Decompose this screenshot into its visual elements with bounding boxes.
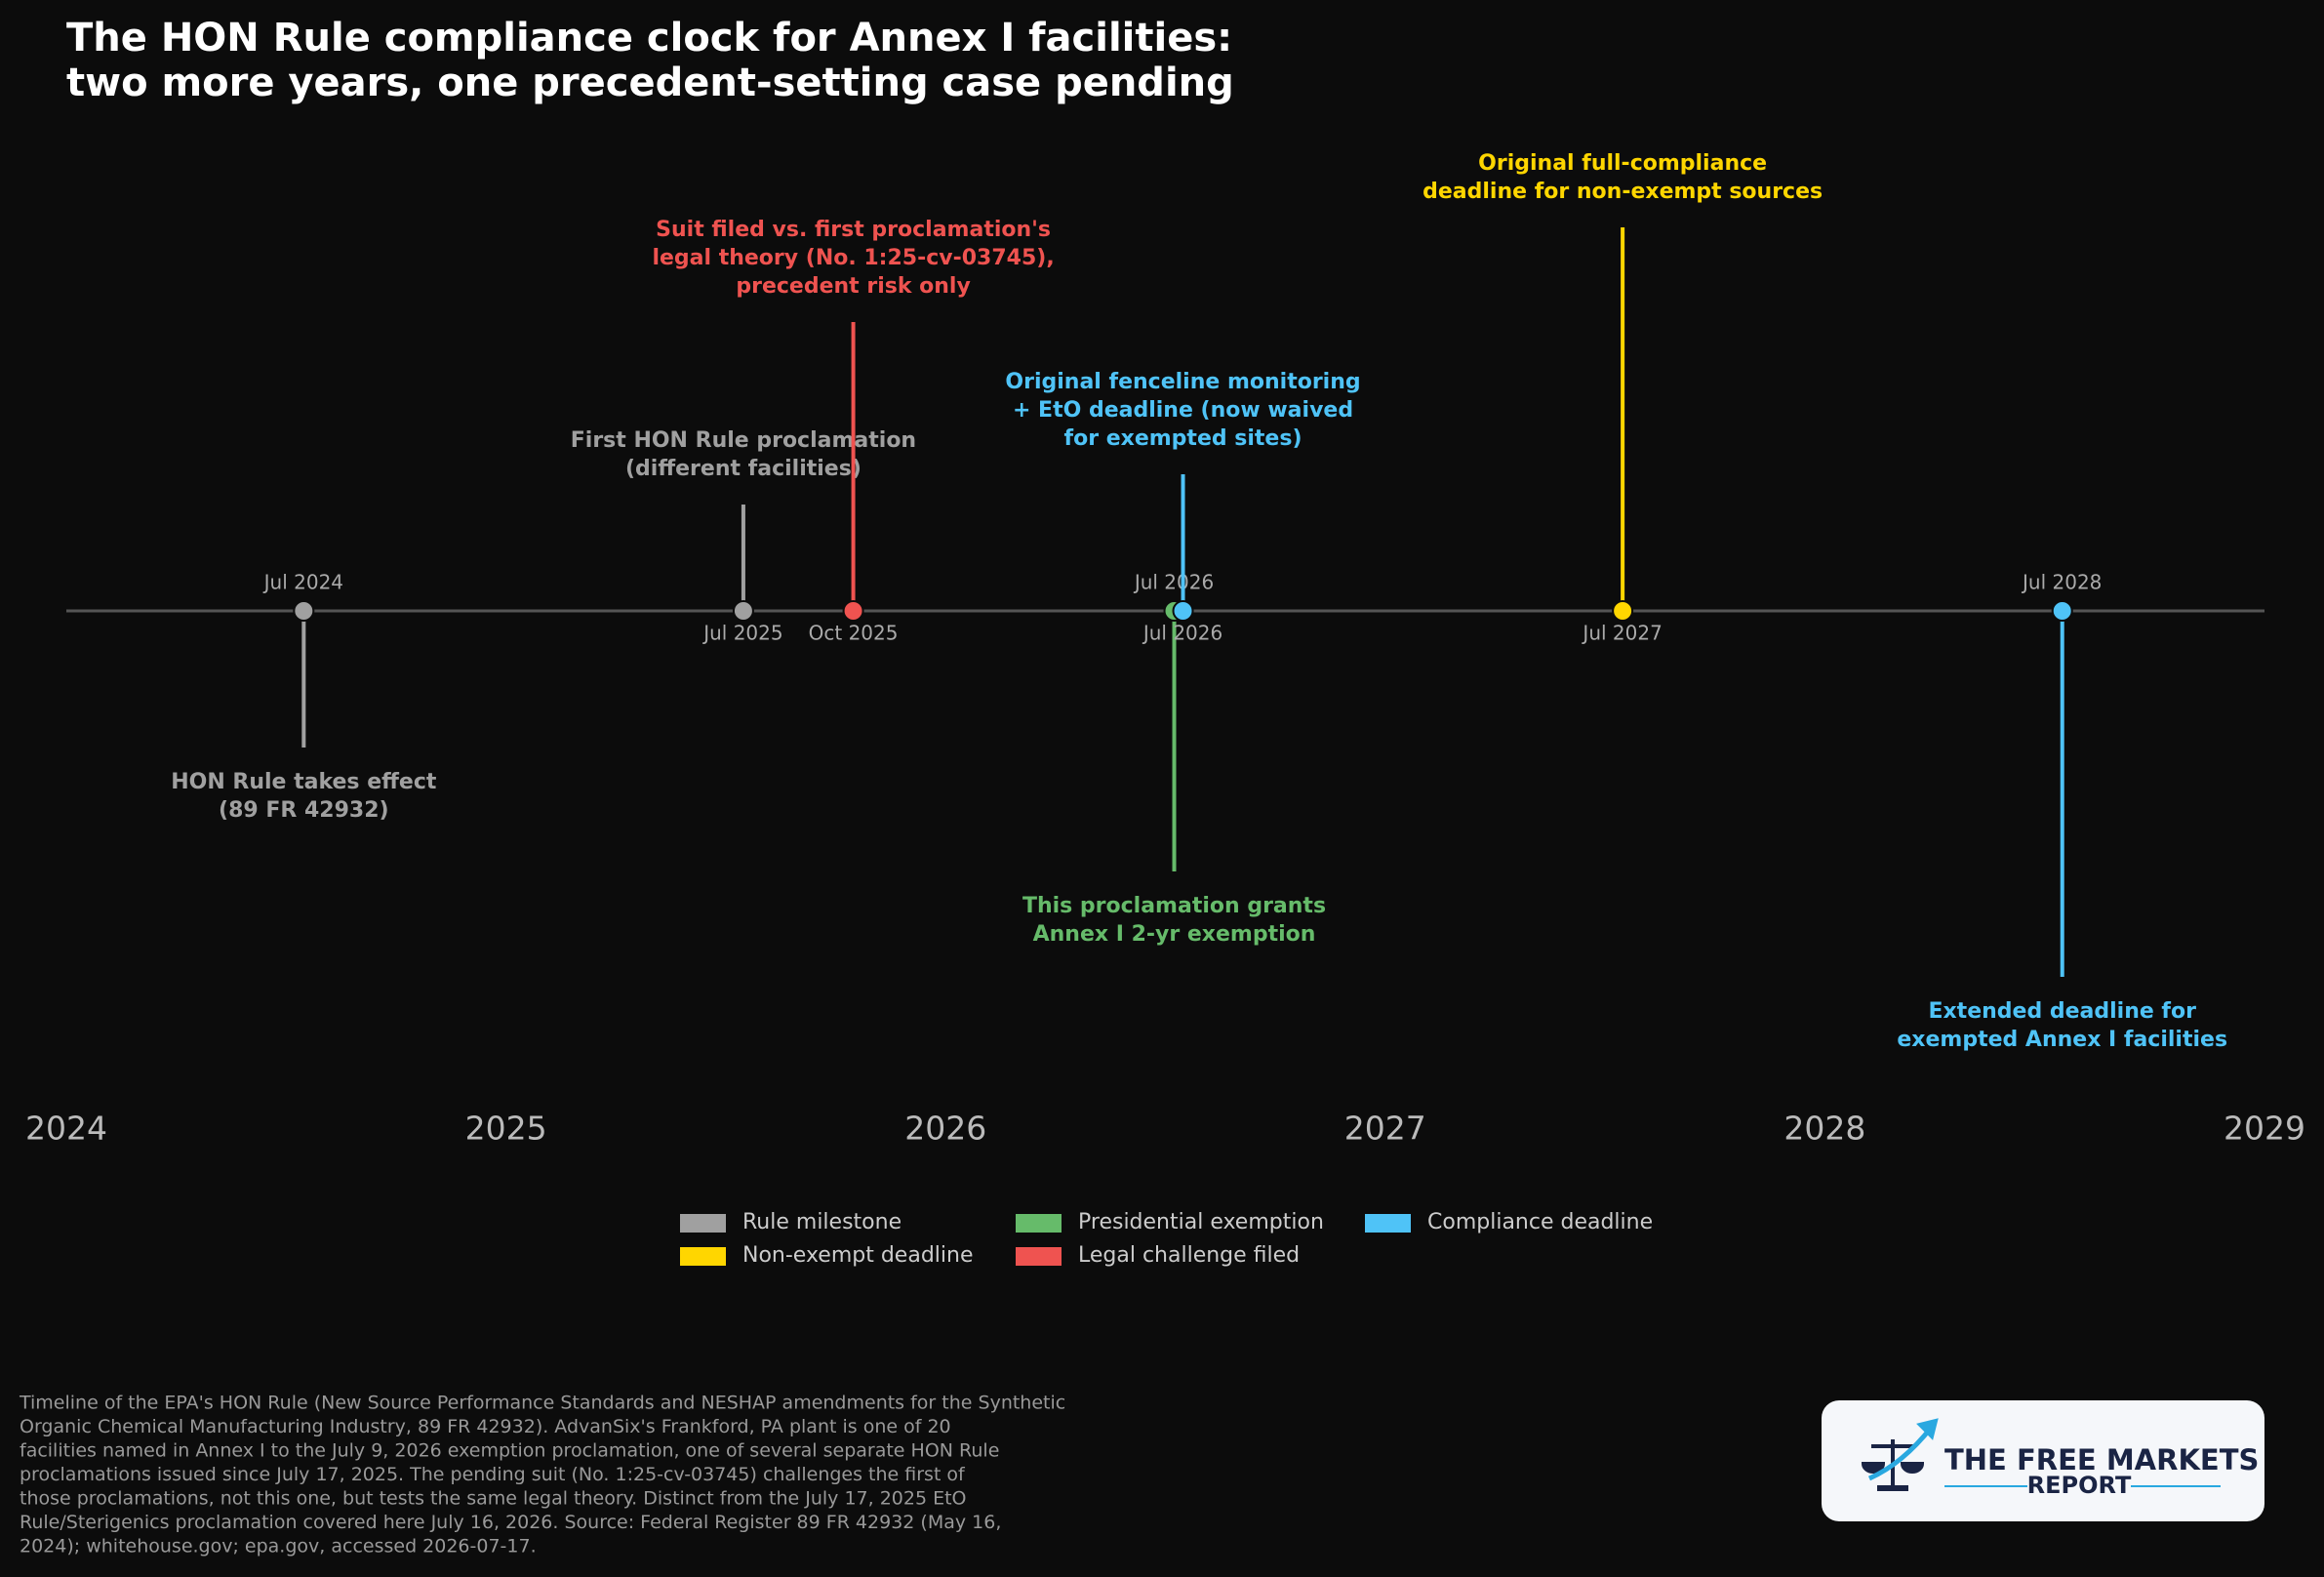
event-label: Suit filed vs. first proclamation's <box>656 218 1051 242</box>
event-label: Original full-compliance <box>1478 151 1767 176</box>
x-tick-label: 2027 <box>1344 1110 1426 1148</box>
event-date: Jul 2024 <box>262 571 343 594</box>
chart-title: two more years, one precedent-setting ca… <box>66 61 1234 105</box>
footnote: those proclamations, not this one, but t… <box>20 1488 967 1510</box>
x-tick-label: 2029 <box>2224 1110 2305 1148</box>
event-label: This proclamation grants <box>1022 894 1326 918</box>
event-label: Annex I 2-yr exemption <box>1033 922 1316 947</box>
x-tick-label: 2028 <box>1783 1110 1865 1148</box>
legend-swatch <box>1365 1214 1411 1233</box>
event-date: Jul 2027 <box>1581 622 1662 645</box>
legend-label: Presidential exemption <box>1078 1210 1324 1234</box>
event-label: exempted Annex I facilities <box>1897 1028 2227 1052</box>
event-label: precedent risk only <box>736 274 970 299</box>
event-dot <box>293 600 315 622</box>
legend-label: Compliance deadline <box>1427 1210 1653 1234</box>
event-label: Extended deadline for <box>1928 999 2196 1024</box>
event-dot <box>2051 600 2073 622</box>
footnote: 2024); whitehouse.gov; epa.gov, accessed… <box>20 1536 537 1557</box>
event-dot <box>1612 600 1634 622</box>
legend-swatch <box>1016 1214 1062 1233</box>
event-date: Jul 2026 <box>1133 571 1214 594</box>
event-label: deadline for non-exempt sources <box>1422 180 1823 204</box>
event-date: Jul 2028 <box>2021 571 2102 594</box>
event-dot <box>1172 600 1194 622</box>
event-date: Oct 2025 <box>809 622 899 645</box>
event-date: Jul 2025 <box>701 622 782 645</box>
x-tick-label: 2026 <box>904 1110 986 1148</box>
legend-swatch <box>680 1247 726 1266</box>
event-label: legal theory (No. 1:25-cv-03745), <box>652 246 1054 270</box>
legend-label: Rule milestone <box>742 1210 902 1234</box>
logo-icon <box>1861 1418 1939 1491</box>
logo-line2: REPORT <box>2027 1472 2132 1499</box>
x-tick-label: 2025 <box>465 1110 547 1148</box>
x-tick-label: 2024 <box>25 1110 107 1148</box>
legend-swatch <box>680 1214 726 1233</box>
event-label: HON Rule takes effect <box>171 770 437 794</box>
footnote: Timeline of the EPA's HON Rule (New Sour… <box>19 1393 1065 1414</box>
event-date: Jul 2026 <box>1142 622 1222 645</box>
legend-swatch <box>1016 1247 1062 1266</box>
footnote: facilities named in Annex I to the July … <box>20 1440 999 1462</box>
chart-title: The HON Rule compliance clock for Annex … <box>66 16 1232 61</box>
legend-label: Non-exempt deadline <box>742 1243 974 1268</box>
footnote: Rule/Sterigenics proclamation covered he… <box>20 1512 1001 1533</box>
event-dot <box>842 600 864 622</box>
legend-label: Legal challenge filed <box>1078 1243 1300 1268</box>
event-label: Original fenceline monitoring <box>1005 370 1360 394</box>
logo: THE FREE MARKETS REPORT <box>1822 1400 2264 1521</box>
logo-line1: THE FREE MARKETS <box>1944 1443 2259 1476</box>
event-label: First HON Rule proclamation <box>571 428 916 453</box>
footnote: proclamations issued since July 17, 2025… <box>20 1464 966 1485</box>
event-label: for exempted sites) <box>1064 426 1302 451</box>
event-label: + EtO deadline (now waived <box>1013 398 1353 423</box>
event-label: (different facilities) <box>625 457 861 481</box>
event-label: (89 FR 42932) <box>219 798 389 823</box>
event-dot <box>732 600 754 622</box>
footnote: Organic Chemical Manufacturing Industry,… <box>20 1416 951 1437</box>
